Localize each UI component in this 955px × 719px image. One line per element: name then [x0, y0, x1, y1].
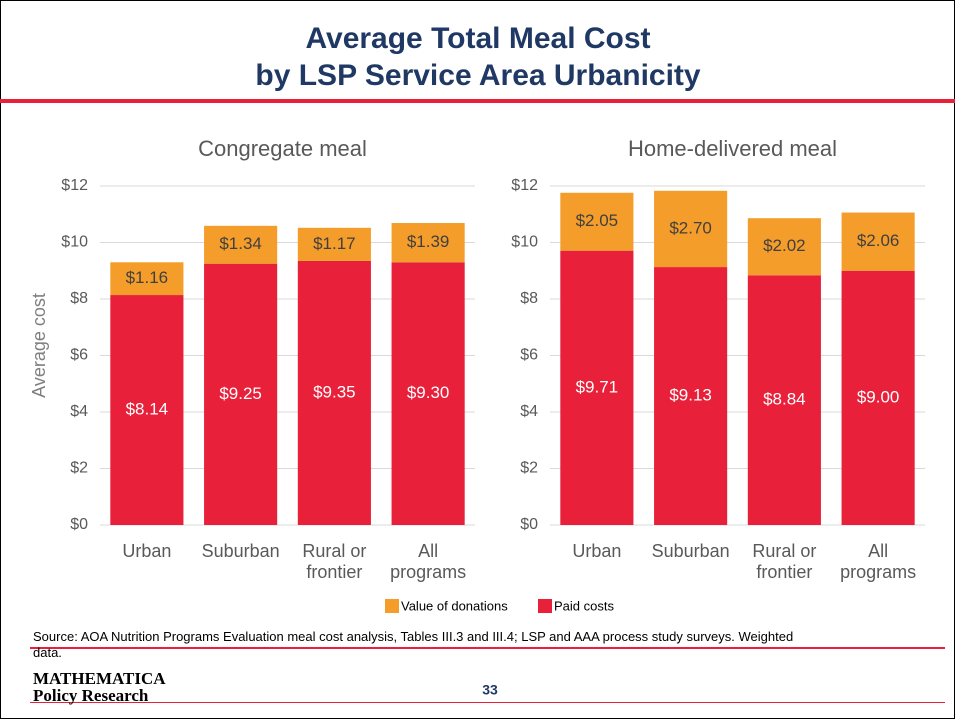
data-label: $9.13 [669, 386, 712, 405]
data-label: $9.30 [407, 383, 450, 402]
logo: MATHEMATICA [33, 669, 166, 688]
bar-segment [204, 225, 278, 264]
y-tick-label: $8 [520, 290, 538, 307]
logo: Policy Research [33, 686, 149, 705]
bar-segment [110, 295, 184, 525]
y-tick-label: $12 [61, 177, 88, 194]
legend-label: Value of donations [401, 598, 508, 613]
bar-segment [560, 250, 634, 525]
legend-swatch [385, 599, 399, 613]
slide-title: by LSP Service Area Urbanicity [255, 59, 701, 92]
data-label: $9.00 [857, 387, 900, 406]
bar-segment [297, 260, 371, 525]
data-label: $1.16 [126, 268, 169, 287]
y-tick-label: $10 [511, 234, 538, 251]
y-tick-label: $6 [520, 347, 538, 364]
bar-segment [654, 267, 728, 525]
bar-segment [297, 227, 371, 261]
data-label: $2.06 [857, 231, 900, 250]
title-rule [0, 99, 955, 103]
data-label: $9.25 [219, 384, 262, 403]
bar-segment [110, 262, 184, 296]
legend-label: Paid costs [554, 598, 614, 613]
x-tick-label: Rural or frontier [302, 541, 367, 582]
data-label: $2.70 [669, 218, 712, 237]
x-tick-label: Rural or frontier [752, 541, 817, 582]
data-label: $9.71 [576, 377, 619, 396]
x-tick-label: All programs [390, 541, 467, 582]
x-tick-label: Urban [122, 541, 172, 561]
y-tick-label: $8 [70, 290, 88, 307]
y-axis-label: Average cost [29, 293, 49, 398]
bar-segment [654, 190, 728, 268]
data-label: $1.17 [313, 234, 356, 253]
bar-segment [841, 270, 915, 525]
bar-segment [391, 262, 465, 525]
footer-rule [30, 702, 945, 703]
y-tick-label: $2 [520, 460, 538, 477]
footer-rule [30, 647, 945, 649]
page-number: 33 [482, 682, 498, 698]
bar-segment [841, 212, 915, 271]
chart-title: Congregate meal [198, 136, 367, 161]
y-tick-label: $4 [70, 403, 88, 420]
legend-swatch [538, 599, 552, 613]
x-tick-label: Suburban [201, 541, 280, 561]
y-tick-label: $12 [511, 177, 538, 194]
x-tick-label: Suburban [651, 541, 730, 561]
x-tick-label: All programs [840, 541, 917, 582]
y-tick-label: $0 [70, 516, 88, 533]
bar-segment [391, 223, 465, 263]
x-tick-label: Urban [572, 541, 622, 561]
data-label: $1.39 [407, 232, 450, 251]
data-label: $2.02 [763, 236, 806, 255]
y-tick-label: $2 [70, 460, 88, 477]
data-label: $1.34 [219, 234, 262, 253]
data-label: $2.05 [576, 211, 619, 230]
chart-title: Home-delivered meal [628, 136, 837, 161]
bar-segment [204, 263, 278, 525]
y-tick-label: $6 [70, 347, 88, 364]
y-tick-label: $10 [61, 234, 88, 251]
slide-title: Average Total Meal Cost [305, 22, 650, 55]
bar-segment [560, 192, 634, 251]
bar-segment [747, 275, 821, 525]
y-tick-label: $0 [520, 516, 538, 533]
bar-segment [747, 218, 821, 276]
data-label: $9.35 [313, 382, 356, 401]
source-note: Source: AOA Nutrition Programs Evaluatio… [33, 629, 794, 660]
data-label: $8.14 [126, 400, 169, 419]
data-label: $8.84 [763, 390, 806, 409]
y-tick-label: $4 [520, 403, 538, 420]
